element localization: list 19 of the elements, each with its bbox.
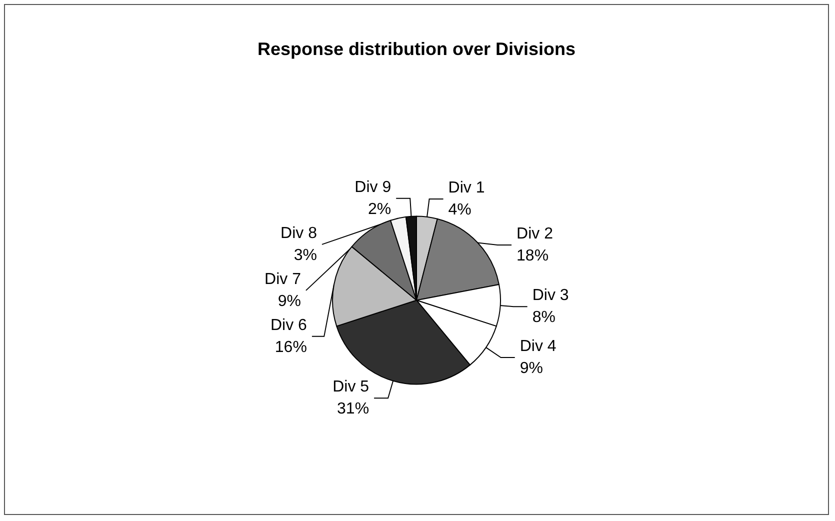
slice-label: Div 3 — [532, 287, 569, 304]
slice-label: Div 7 — [264, 270, 302, 288]
slice-label: Div 2 — [516, 226, 554, 243]
slice-label: Div 5 — [332, 378, 370, 396]
slice-label: Div 6 — [270, 316, 308, 334]
slice-label: Div 9 — [354, 178, 392, 196]
data-label: 18% — [516, 248, 549, 265]
chart-title: Response distribution over Divisions — [257, 39, 576, 59]
data-label: 4% — [448, 202, 472, 219]
data-label: 2% — [368, 200, 392, 218]
data-label: 31% — [337, 400, 370, 418]
slice-label: Div 4 — [520, 338, 556, 356]
data-label: 9% — [520, 360, 543, 378]
data-label: 16% — [274, 338, 307, 356]
slice-label: Div 8 — [280, 224, 318, 242]
slice-label: Div 1 — [448, 180, 485, 197]
data-label: 9% — [278, 292, 301, 310]
data-label: 8% — [532, 309, 556, 326]
data-label: 3% — [294, 246, 317, 264]
